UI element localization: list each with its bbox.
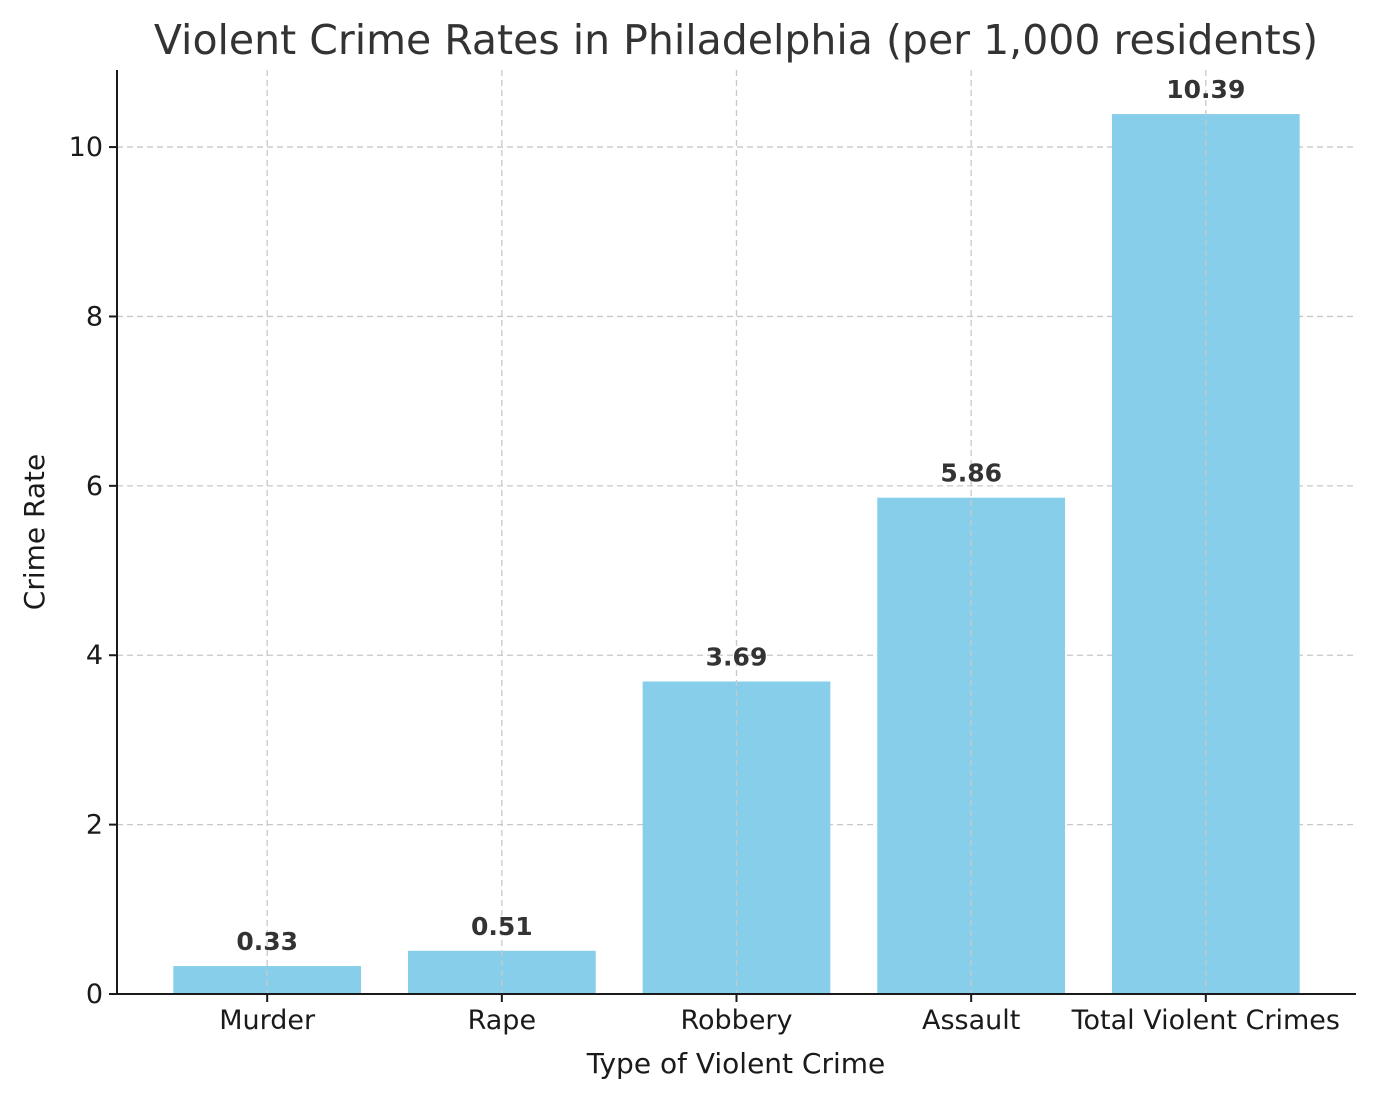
data-label: 10.39 xyxy=(1166,75,1245,104)
y-tick-label: 8 xyxy=(86,301,103,332)
bar-robbery xyxy=(642,681,831,994)
data-label: 5.86 xyxy=(940,459,1002,488)
data-label: 3.69 xyxy=(706,642,768,671)
y-tick-label: 2 xyxy=(86,810,103,841)
y-ticks: 0 2 4 6 8 10 xyxy=(69,132,117,1010)
x-tick-label: Total Violent Crimes xyxy=(1071,1005,1340,1036)
x-ticks: Murder Rape Robbery Assault Total Violent Cr… xyxy=(219,994,1340,1036)
x-tick-label: Robbery xyxy=(680,1005,792,1036)
y-tick-label: 0 xyxy=(86,979,103,1010)
y-axis-label: Crime Rate xyxy=(18,454,51,610)
data-labels: 0.33 0.51 3.69 5.86 10.39 xyxy=(236,75,1245,956)
data-label: 0.33 xyxy=(236,927,298,956)
y-tick-label: 4 xyxy=(86,640,103,671)
data-label: 0.51 xyxy=(471,912,533,941)
x-tick-label: Rape xyxy=(468,1005,536,1036)
y-tick-label: 6 xyxy=(86,471,103,502)
x-axis-label: Type of Violent Crime xyxy=(586,1047,886,1080)
chart-title: Violent Crime Rates in Philadelphia (per… xyxy=(154,16,1318,64)
x-tick-label: Murder xyxy=(219,1005,316,1036)
x-tick-label: Assault xyxy=(922,1005,1020,1036)
y-tick-label: 10 xyxy=(69,132,103,163)
